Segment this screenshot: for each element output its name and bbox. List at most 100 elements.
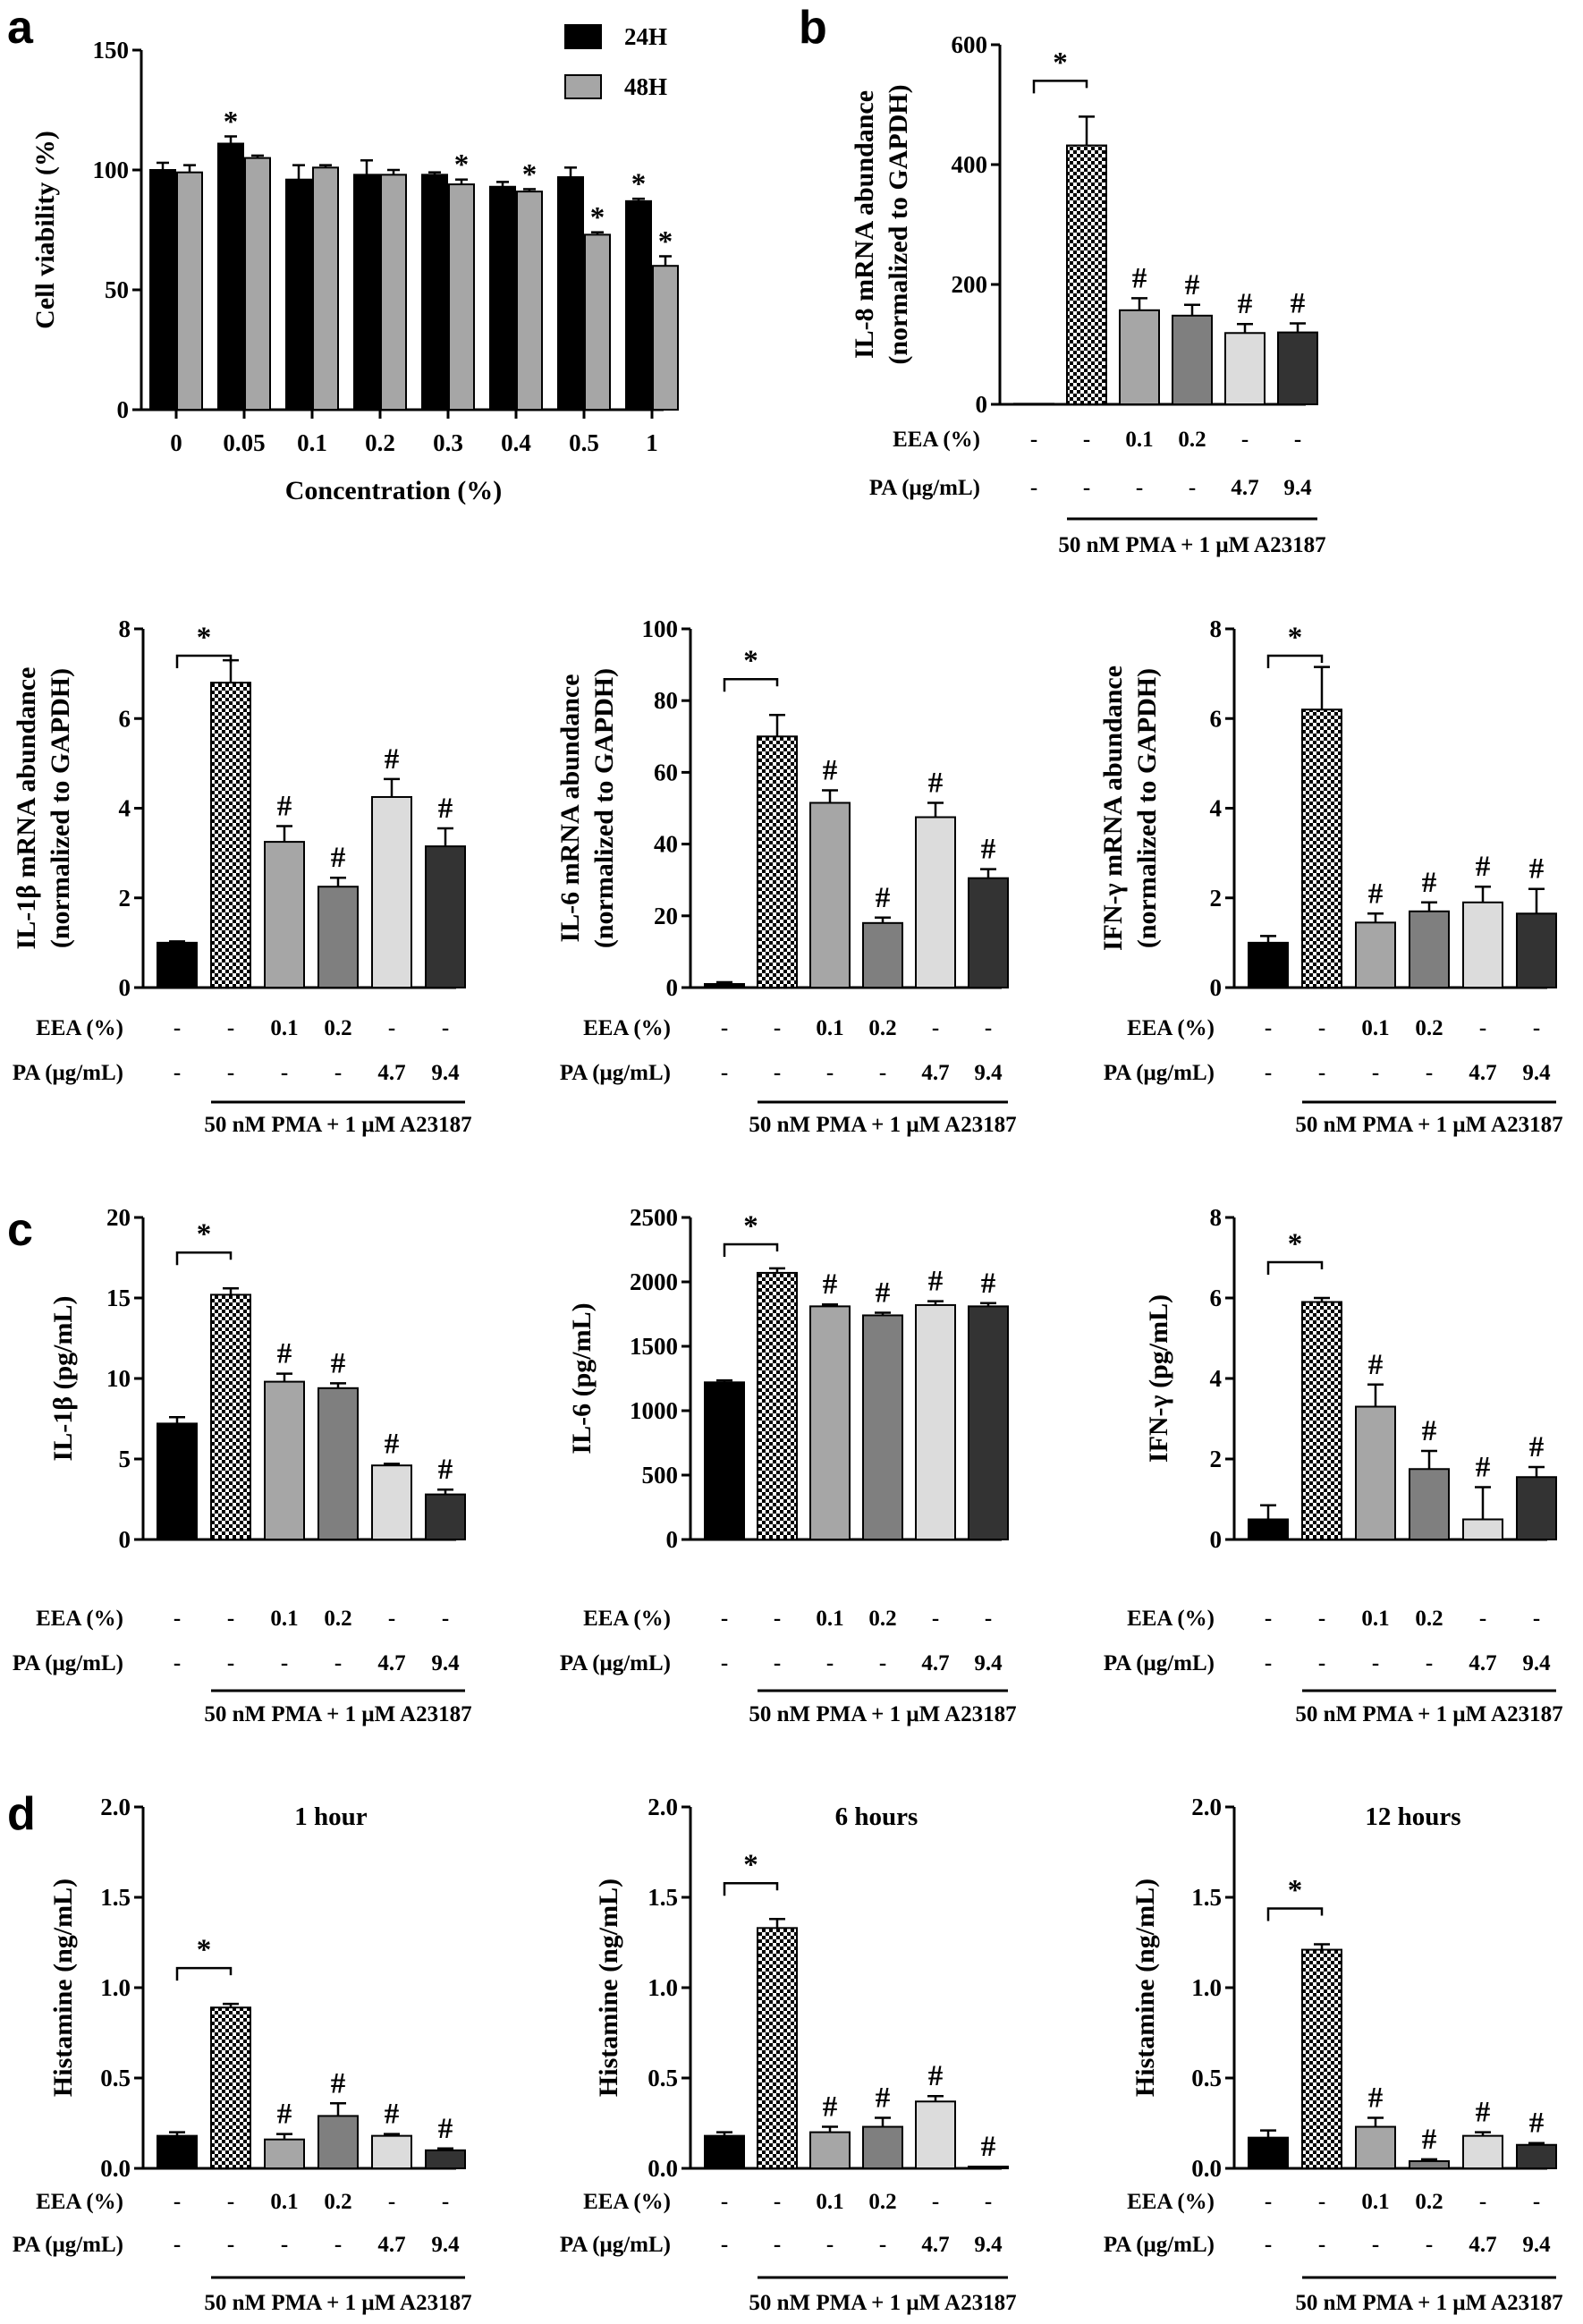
pa-value: - bbox=[721, 2233, 728, 2257]
pa-value: 9.4 bbox=[1522, 2233, 1551, 2257]
bar bbox=[317, 886, 359, 988]
significance-mark: * bbox=[454, 149, 470, 182]
eea-value: 0.2 bbox=[868, 1016, 896, 1040]
significance-bracket bbox=[175, 1251, 233, 1266]
pa-value: - bbox=[1083, 476, 1090, 500]
significance-mark: * bbox=[658, 225, 673, 258]
eea-value: - bbox=[1265, 1016, 1272, 1040]
bar bbox=[1277, 331, 1318, 406]
bar bbox=[1409, 910, 1450, 988]
bar bbox=[704, 1381, 745, 1540]
eea-value: - bbox=[1533, 1016, 1540, 1040]
significance-bracket bbox=[723, 1243, 779, 1257]
eea-value: 0.1 bbox=[270, 1607, 298, 1631]
significance-star: * bbox=[1053, 47, 1068, 79]
bar bbox=[1355, 921, 1396, 988]
y-tick-label: 10 bbox=[106, 1365, 131, 1392]
y-tick-label: 0.5 bbox=[1191, 2065, 1222, 2091]
x-tick-label: 0.05 bbox=[223, 429, 265, 456]
bar bbox=[425, 1493, 466, 1540]
y-tick-label: 0.0 bbox=[1191, 2155, 1222, 2182]
pa-value: 4.7 bbox=[921, 1061, 949, 1085]
significance-mark: # bbox=[385, 2099, 400, 2131]
y-tick-label: 400 bbox=[952, 151, 988, 178]
bar bbox=[1248, 2136, 1289, 2169]
eea-value: - bbox=[721, 1607, 728, 1631]
eea-value: - bbox=[388, 2190, 395, 2214]
eea-value: - bbox=[227, 2190, 234, 2214]
pa-value: - bbox=[334, 1061, 342, 1085]
significance-mark: # bbox=[928, 2060, 944, 2092]
significance-mark: # bbox=[1291, 288, 1306, 320]
bar bbox=[1301, 1948, 1342, 2170]
significance-bracket bbox=[1266, 1260, 1324, 1275]
chart-d-histamine-12h: 0.0 0.5 1.0 1.5 2.0 Histamine (ng/mL) 12 hours… bbox=[1104, 1794, 1563, 2315]
significance-mark: # bbox=[1476, 1452, 1491, 1484]
bar bbox=[1066, 144, 1107, 405]
bar bbox=[210, 682, 251, 989]
eea-value: - bbox=[1294, 428, 1301, 452]
y-tick-label: 500 bbox=[642, 1462, 679, 1489]
eea-value: 0.1 bbox=[270, 2190, 298, 2214]
significance-mark: # bbox=[1368, 878, 1384, 910]
significance-mark: # bbox=[1132, 262, 1147, 294]
x-tick-label: 0.2 bbox=[365, 429, 395, 456]
bar bbox=[210, 2006, 251, 2169]
pa-value: - bbox=[1372, 1061, 1379, 1085]
bar bbox=[1355, 1405, 1396, 1540]
y-tick-label: 8 bbox=[119, 615, 131, 642]
bar bbox=[862, 1314, 903, 1540]
pa-value: - bbox=[1318, 1061, 1325, 1085]
eea-value: - bbox=[1318, 2190, 1325, 2214]
significance-mark: # bbox=[823, 2091, 838, 2124]
pa-value: - bbox=[826, 1651, 834, 1675]
y-tick-label: 0.5 bbox=[648, 2065, 678, 2091]
bar bbox=[915, 1303, 956, 1541]
bar bbox=[862, 921, 903, 988]
significance-mark: # bbox=[1476, 2097, 1491, 2129]
legend-swatch-24h bbox=[564, 24, 602, 49]
significance-mark: # bbox=[823, 754, 838, 786]
stimulus-label: 50 nM PMA + 1 μM A23187 bbox=[204, 2291, 471, 2315]
eea-value: - bbox=[442, 2190, 449, 2214]
y-tick-label: 600 bbox=[952, 31, 988, 58]
y-tick-label: 0 bbox=[976, 391, 988, 418]
significance-bracket bbox=[723, 1881, 779, 1896]
significance-mark: # bbox=[1476, 851, 1491, 883]
panel-label-b: b bbox=[799, 2, 827, 54]
significance-star: * bbox=[197, 622, 212, 654]
bar-48h bbox=[312, 166, 339, 411]
significance-mark: # bbox=[1185, 269, 1200, 301]
eea-value: 0.1 bbox=[1361, 2190, 1389, 2214]
y-tick-label: 1500 bbox=[630, 1333, 678, 1360]
pa-value: - bbox=[281, 1651, 288, 1675]
eea-value: 0.2 bbox=[1415, 1607, 1443, 1631]
y-tick-label: 0.5 bbox=[100, 2065, 131, 2091]
eea-value: 0.2 bbox=[868, 2190, 896, 2214]
pa-value: 9.4 bbox=[1522, 1651, 1551, 1675]
eea-value: 0.2 bbox=[1178, 428, 1206, 452]
pa-value: 4.7 bbox=[377, 2233, 405, 2257]
significance-mark: * bbox=[590, 202, 605, 234]
pa-value: - bbox=[334, 1651, 342, 1675]
eea-value: - bbox=[1533, 1607, 1540, 1631]
significance-mark: # bbox=[331, 1347, 346, 1379]
stimulus-label: 50 nM PMA + 1 μM A23187 bbox=[1058, 533, 1325, 557]
significance-mark: # bbox=[928, 1266, 944, 1298]
y-tick-label: 4 bbox=[1210, 1365, 1223, 1392]
y-tick-label: 0 bbox=[1210, 974, 1223, 1001]
bar bbox=[1248, 1518, 1289, 1540]
bar-48h bbox=[584, 233, 611, 411]
y-tick-label: 1.0 bbox=[1191, 1974, 1222, 2001]
bar bbox=[968, 2165, 1009, 2169]
significance-mark: # bbox=[1422, 867, 1437, 899]
chart-d-histamine-6h: 0.0 0.5 1.0 1.5 2.0 Histamine (ng/mL) 6 hours #… bbox=[560, 1794, 1017, 2315]
significance-mark: # bbox=[385, 743, 400, 776]
eea-value: - bbox=[442, 1607, 449, 1631]
pa-value: - bbox=[281, 2233, 288, 2257]
bar-24h bbox=[557, 176, 584, 411]
y-tick-label: 0 bbox=[1210, 1526, 1223, 1553]
y-tick-label: 0.0 bbox=[648, 2155, 678, 2182]
eea-value: - bbox=[1265, 2190, 1272, 2214]
bar bbox=[1409, 2159, 1450, 2169]
